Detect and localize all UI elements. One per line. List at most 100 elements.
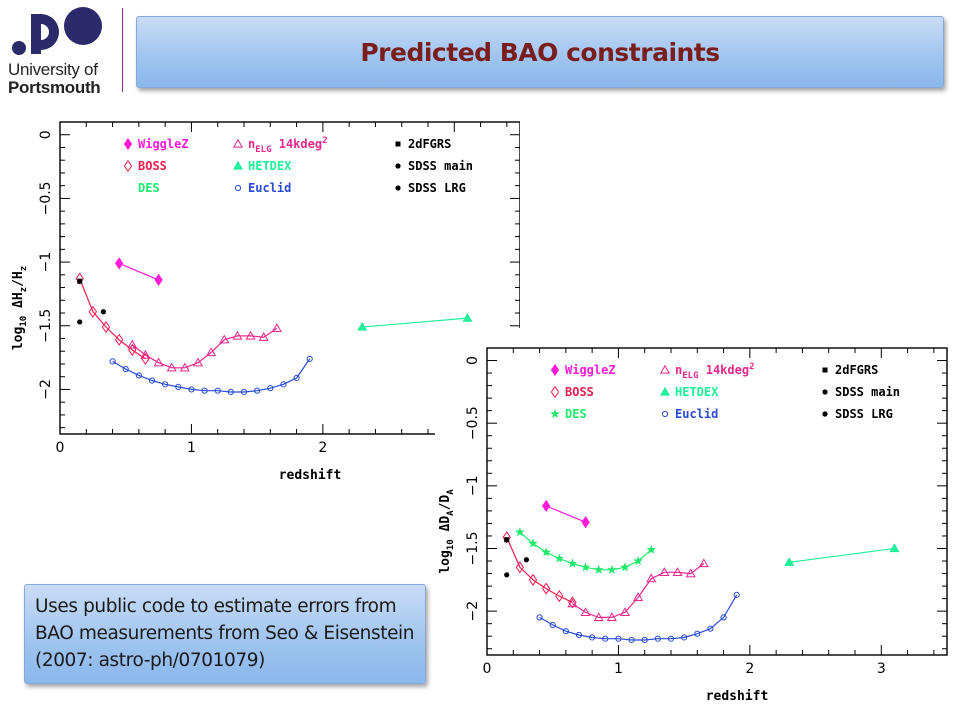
slide-title: Predicted BAO constraints — [360, 37, 720, 67]
data-point-euclid — [148, 377, 156, 384]
plot-frame — [59, 121, 520, 435]
data-point-euclid — [615, 635, 622, 642]
data-point-boss — [101, 320, 111, 334]
data-point-des — [607, 564, 617, 574]
legend-marker-nelg-14kdeg2 — [232, 138, 244, 148]
legend-marker-euclid — [234, 184, 242, 192]
series-hetdex — [784, 543, 900, 566]
legend: WiggleZ BOSS DES nELG 14kdeg2 HETDEX Euclid 2d… — [550, 362, 900, 421]
legend-label-wigglez: WiggleZ — [565, 363, 616, 377]
data-point-euclid — [707, 625, 714, 632]
series-line-nelg-14kdeg2 — [572, 563, 705, 618]
data-point-wigglez — [154, 273, 163, 287]
data-point-euclid — [667, 635, 675, 642]
legend-label-des: DES — [138, 181, 160, 195]
legend-marker-boss — [550, 385, 560, 399]
data-point-nelg-14kdeg2 — [127, 339, 138, 349]
data-point-euclid — [122, 365, 129, 373]
series-2dfgrs — [77, 278, 83, 284]
data-point-euclid — [267, 385, 274, 392]
data-point-hetdex — [357, 321, 368, 331]
data-point-nelg-14kdeg2 — [567, 598, 578, 608]
data-point-euclid — [162, 381, 169, 388]
y-tick-label: −2 — [465, 601, 481, 622]
x-tick-label: 0 — [483, 661, 492, 677]
legend-marker-hetdex — [232, 160, 244, 170]
series-line-wigglez — [118, 262, 159, 281]
y-tick-label: −1.5 — [465, 531, 481, 565]
y-tick-label: −0.5 — [38, 181, 54, 215]
series-line-hetdex — [362, 317, 468, 328]
data-point-euclid — [562, 628, 569, 635]
title-box: Predicted BAO constraints — [136, 16, 944, 88]
data-point-nelg-14kdeg2 — [140, 349, 151, 359]
logo-mark-icon — [12, 7, 102, 55]
data-point-nelg-14kdeg2 — [166, 362, 177, 372]
y-tick-label: −0.5 — [465, 406, 481, 440]
data-point-des — [580, 562, 591, 572]
data-point-boss — [114, 333, 124, 346]
x-axis-label: redshift — [279, 468, 342, 483]
legend-marker-sdss-lrg — [822, 411, 828, 417]
y-axis-label: log10 ΔDA/DA — [438, 489, 456, 574]
legend-marker-2dfgrs — [395, 141, 401, 147]
data-point-nelg-14kdeg2 — [580, 607, 591, 617]
data-point-boss — [75, 272, 84, 285]
legend-marker-nelg-14kdeg2 — [659, 364, 671, 374]
legend-marker-sdss-main — [395, 163, 401, 169]
data-point-nelg-14kdeg2 — [593, 612, 604, 622]
data-point-nelg-14kdeg2 — [245, 330, 256, 340]
legend-marker-sdss-main — [822, 389, 828, 395]
data-point-euclid — [628, 636, 635, 644]
legend-marker-hetdex — [659, 386, 671, 396]
series-sdss-lrg — [523, 557, 530, 563]
data-point-des — [567, 558, 578, 568]
series-sdss-lrg — [100, 309, 106, 315]
data-point-wigglez — [541, 499, 551, 513]
data-point-des — [515, 527, 525, 537]
data-point-boss — [568, 596, 577, 609]
logo-text-university: University of — [8, 60, 98, 79]
series-des — [515, 527, 657, 574]
data-point-euclid — [694, 630, 701, 637]
note-text: Uses public code to estimate errors from… — [35, 596, 415, 671]
data-point-euclid — [201, 387, 208, 394]
data-point-des — [633, 556, 643, 566]
data-point-des — [528, 538, 538, 548]
series-boss — [75, 272, 150, 366]
data-point-euclid — [654, 635, 661, 642]
series-2dfgrs — [504, 537, 510, 543]
data-point-nelg-14kdeg2 — [219, 334, 230, 344]
legend-label-wigglez: WiggleZ — [138, 137, 189, 151]
series-euclid — [109, 355, 313, 396]
series-line-hetdex — [789, 547, 895, 563]
data-point-2dfgrs — [77, 278, 83, 284]
data-point-euclid — [188, 386, 195, 393]
series-wigglez — [541, 499, 590, 529]
legend-marker-2dfgrs — [822, 367, 828, 373]
data-point-euclid — [227, 388, 234, 396]
data-point-nelg-14kdeg2 — [646, 573, 657, 583]
data-point-wigglez — [114, 257, 124, 270]
data-point-boss — [88, 305, 98, 318]
data-point-des — [646, 544, 657, 554]
data-point-euclid — [536, 614, 543, 621]
series-line-boss — [506, 536, 573, 603]
data-point-nelg-14kdeg2 — [672, 567, 683, 576]
series-hetdex — [357, 312, 473, 331]
legend-label-boss: BOSS — [138, 159, 167, 173]
data-point-euclid — [720, 614, 727, 621]
legend-label-hetdex: HETDEX — [675, 385, 719, 399]
data-point-nelg-14kdeg2 — [633, 592, 644, 602]
y-tick-label: 0 — [38, 130, 54, 139]
legend-marker-wigglez — [550, 363, 560, 377]
y-axis-label: log10 ΔHz/Hz — [11, 266, 29, 350]
data-point-nelg-14kdeg2 — [659, 567, 670, 576]
x-axis-label: redshift — [706, 689, 769, 704]
data-point-euclid — [641, 636, 648, 644]
legend-marker-des — [550, 409, 560, 419]
data-point-euclid — [240, 388, 248, 396]
data-point-sdss-main — [77, 319, 83, 325]
